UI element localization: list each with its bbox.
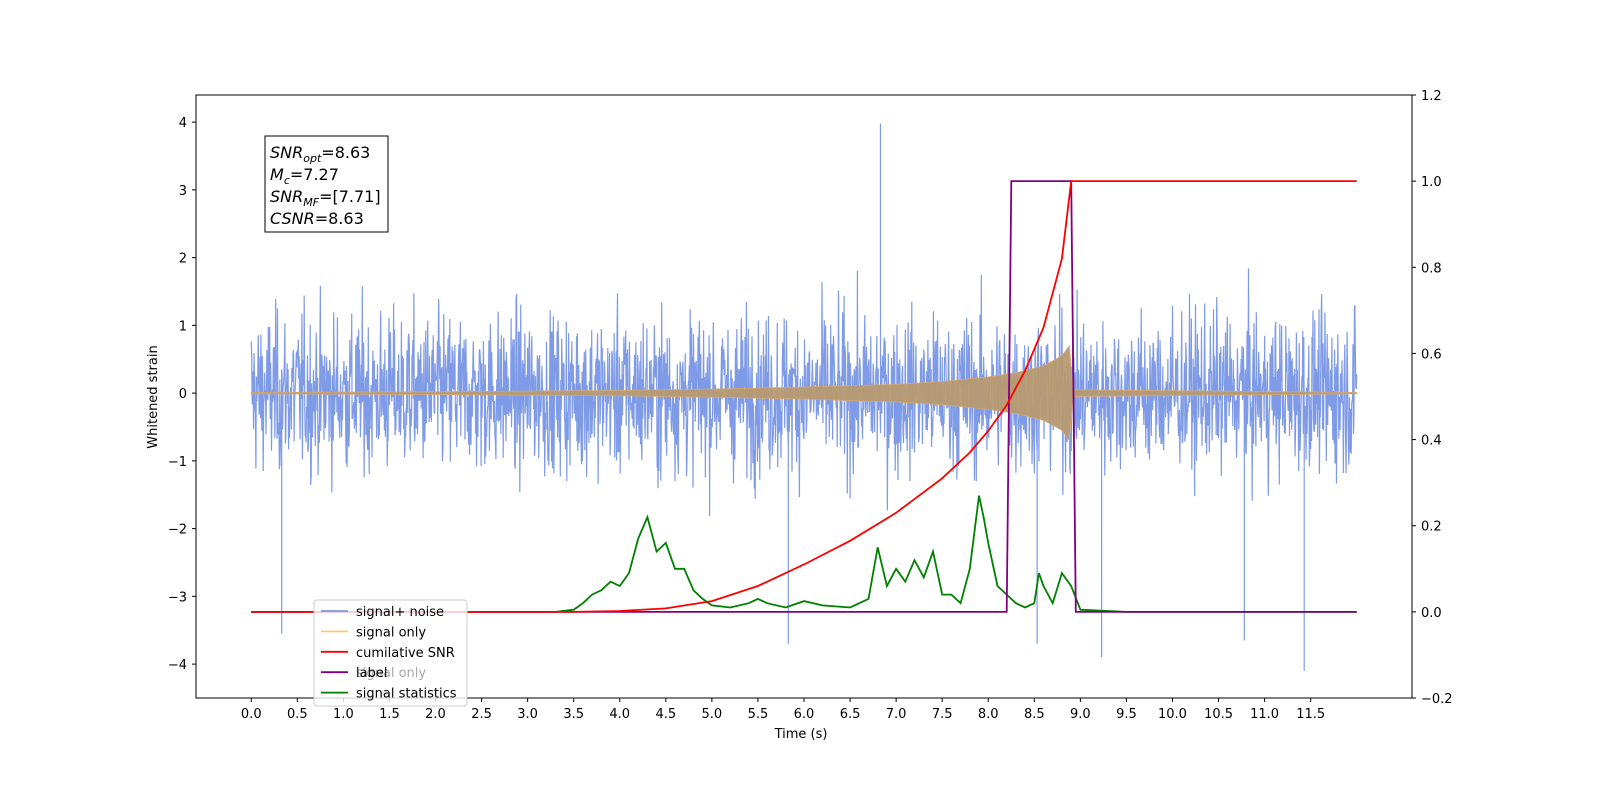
x-axis: 0.0 0.5 1.0 1.5 2.0 2.5 3.0 3.5 4.0 4.5 5.0 5.5 6.0 6… bbox=[241, 698, 1325, 722]
legend-label: signal+ noise bbox=[356, 605, 444, 620]
x-axis-label: Time (s) bbox=[774, 727, 828, 742]
x-tick-label: 10.5 bbox=[1204, 707, 1233, 722]
x-tick-label: 11.5 bbox=[1296, 707, 1325, 722]
annotation-line: CSNR=8.63 bbox=[270, 209, 364, 228]
x-tick-label: 5.0 bbox=[702, 707, 723, 722]
y-tick-label: 4 bbox=[179, 116, 187, 131]
y2-tick-label: 0.6 bbox=[1421, 347, 1442, 362]
x-tick-label: 9.5 bbox=[1116, 707, 1137, 722]
y-axis-label: Whitened strain bbox=[146, 345, 161, 448]
x-tick-label: 0.0 bbox=[241, 707, 262, 722]
x-tick-label: 3.0 bbox=[517, 707, 538, 722]
legend-label: signal only bbox=[356, 625, 426, 640]
legend-label: label bbox=[356, 666, 387, 681]
x-tick-label: 5.5 bbox=[748, 707, 769, 722]
x-tick-label: 4.0 bbox=[609, 707, 630, 722]
legend-ghost-text: signal only bbox=[356, 666, 426, 681]
x-tick-label: 8.5 bbox=[1024, 707, 1045, 722]
series-signal-noise bbox=[250, 123, 1358, 671]
y2-tick-label: −0.2 bbox=[1421, 692, 1453, 707]
x-tick-label: 7.0 bbox=[886, 707, 907, 722]
annotation-line: SNRMF=[7.71] bbox=[270, 187, 381, 209]
y-tick-label: 3 bbox=[179, 184, 187, 199]
x-tick-label: 4.5 bbox=[655, 707, 676, 722]
y-tick-label: 2 bbox=[179, 252, 187, 267]
y-tick-label: −1 bbox=[168, 455, 187, 470]
y-axis-right: 1.2 1.0 0.8 0.6 0.4 0.2 0.0 −0.2 bbox=[1412, 89, 1453, 707]
x-tick-label: 6.0 bbox=[794, 707, 815, 722]
series-layer bbox=[250, 123, 1358, 671]
x-tick-label: 3.5 bbox=[563, 707, 584, 722]
series-signal-only bbox=[250, 344, 1358, 442]
x-tick-label: 9.0 bbox=[1070, 707, 1091, 722]
legend-label: cumilative SNR bbox=[356, 646, 455, 661]
x-tick-label: 1.0 bbox=[333, 707, 354, 722]
x-tick-label: 8.0 bbox=[978, 707, 999, 722]
y2-tick-label: 0.0 bbox=[1421, 606, 1442, 621]
y-tick-label: 0 bbox=[179, 387, 187, 402]
x-tick-label: 10.0 bbox=[1158, 707, 1187, 722]
x-tick-label: 7.5 bbox=[932, 707, 953, 722]
y-tick-label: 1 bbox=[179, 319, 187, 334]
series-cumulative-snr bbox=[251, 180, 1357, 613]
y-tick-label: −3 bbox=[168, 590, 187, 605]
x-tick-label: 1.5 bbox=[379, 707, 400, 722]
y2-tick-label: 0.8 bbox=[1421, 261, 1442, 276]
y-tick-label: −4 bbox=[168, 658, 187, 673]
y-axis-left: 4 3 2 1 0 −1 −2 −3 −4 bbox=[168, 116, 196, 673]
series-label bbox=[251, 180, 1357, 613]
x-tick-label: 2.5 bbox=[471, 707, 492, 722]
y2-tick-label: 1.0 bbox=[1421, 175, 1442, 190]
x-tick-label: 2.0 bbox=[425, 707, 446, 722]
legend-frame bbox=[313, 599, 468, 707]
y2-tick-label: 1.2 bbox=[1421, 89, 1442, 104]
legend: signal only signal+ noise signal only cumil… bbox=[313, 599, 468, 707]
y-tick-label: −2 bbox=[168, 523, 187, 538]
annotation-line: SNRopt=8.63 bbox=[270, 143, 370, 165]
x-tick-label: 0.5 bbox=[287, 707, 308, 722]
legend-label: signal statistics bbox=[356, 687, 457, 702]
y2-tick-label: 0.2 bbox=[1421, 520, 1442, 535]
series-signal-statistics bbox=[251, 495, 1357, 613]
annotation-line: Mc=7.27 bbox=[270, 165, 339, 187]
y2-tick-label: 0.4 bbox=[1421, 434, 1442, 449]
annotation-frame bbox=[264, 135, 389, 233]
x-tick-label: 6.5 bbox=[840, 707, 861, 722]
x-tick-label: 11.0 bbox=[1250, 707, 1279, 722]
